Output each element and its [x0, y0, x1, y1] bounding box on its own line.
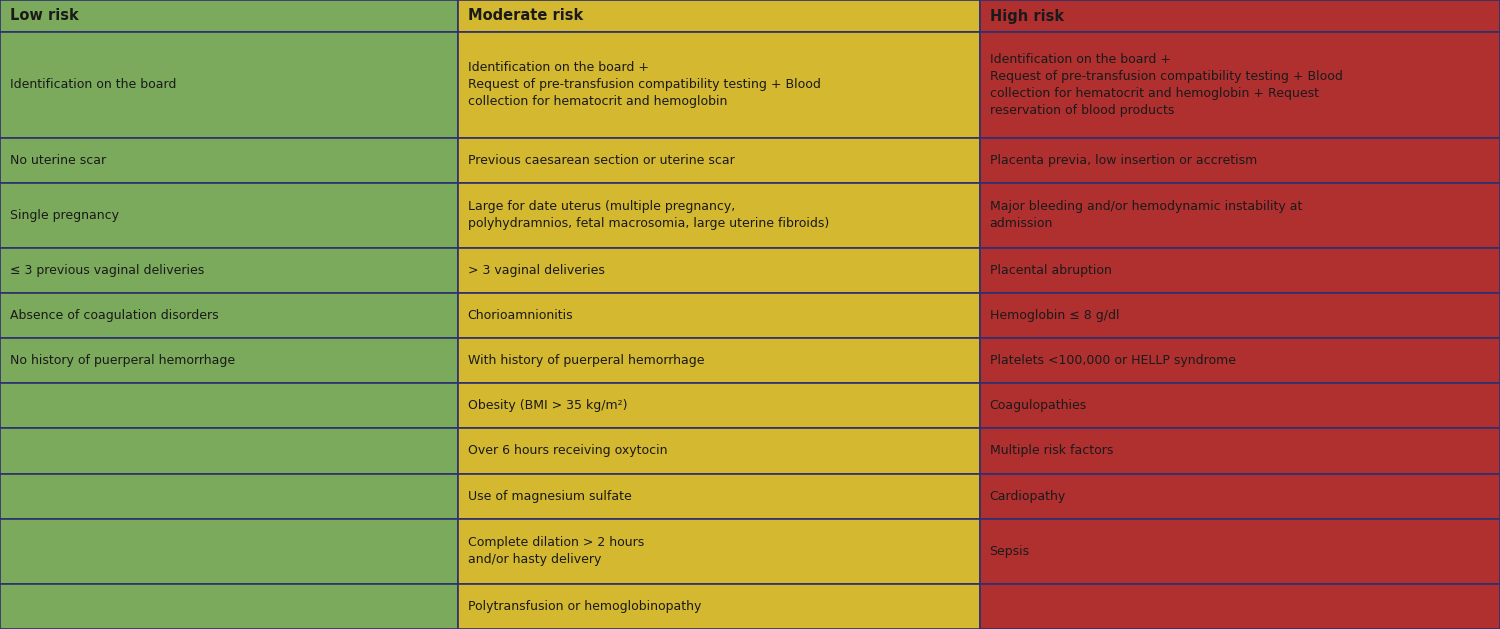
Bar: [458, 383, 980, 428]
Bar: [0, 584, 458, 629]
Text: With history of puerperal hemorrhage: With history of puerperal hemorrhage: [468, 354, 704, 367]
Bar: [980, 138, 1500, 182]
Text: Identification on the board +
Request of pre-transfusion compatibility testing +: Identification on the board + Request of…: [468, 61, 820, 108]
Bar: [458, 0, 980, 32]
Text: Polytransfusion or hemoglobinopathy: Polytransfusion or hemoglobinopathy: [468, 600, 700, 613]
Text: Major bleeding and/or hemodynamic instability at
admission: Major bleeding and/or hemodynamic instab…: [990, 200, 1302, 230]
Bar: [458, 293, 980, 338]
Text: Placental abruption: Placental abruption: [990, 264, 1112, 277]
Bar: [980, 0, 1500, 32]
Bar: [980, 584, 1500, 629]
Bar: [0, 293, 458, 338]
Bar: [458, 428, 980, 474]
Bar: [0, 428, 458, 474]
Text: No uterine scar: No uterine scar: [10, 153, 106, 167]
Bar: [980, 519, 1500, 584]
Bar: [0, 32, 458, 138]
Text: ≤ 3 previous vaginal deliveries: ≤ 3 previous vaginal deliveries: [10, 264, 204, 277]
Bar: [0, 338, 458, 383]
Text: Complete dilation > 2 hours
and/or hasty delivery: Complete dilation > 2 hours and/or hasty…: [468, 537, 644, 566]
Bar: [458, 519, 980, 584]
Bar: [458, 138, 980, 182]
Text: Absence of coagulation disorders: Absence of coagulation disorders: [10, 309, 219, 322]
Bar: [980, 428, 1500, 474]
Bar: [0, 0, 458, 32]
Text: Previous caesarean section or uterine scar: Previous caesarean section or uterine sc…: [468, 153, 735, 167]
Text: Use of magnesium sulfate: Use of magnesium sulfate: [468, 489, 632, 503]
Text: Identification on the board +
Request of pre-transfusion compatibility testing +: Identification on the board + Request of…: [990, 53, 1342, 117]
Bar: [458, 474, 980, 519]
Text: High risk: High risk: [990, 9, 1064, 23]
Bar: [980, 338, 1500, 383]
Text: > 3 vaginal deliveries: > 3 vaginal deliveries: [468, 264, 604, 277]
Bar: [980, 474, 1500, 519]
Bar: [458, 248, 980, 293]
Text: Cardiopathy: Cardiopathy: [990, 489, 1065, 503]
Bar: [458, 32, 980, 138]
Text: Identification on the board: Identification on the board: [10, 78, 177, 91]
Bar: [0, 182, 458, 248]
Bar: [980, 293, 1500, 338]
Bar: [0, 383, 458, 428]
Text: Multiple risk factors: Multiple risk factors: [990, 445, 1113, 457]
Text: Single pregnancy: Single pregnancy: [10, 209, 118, 222]
Text: Moderate risk: Moderate risk: [468, 9, 582, 23]
Text: Low risk: Low risk: [10, 9, 78, 23]
Bar: [458, 584, 980, 629]
Bar: [0, 519, 458, 584]
Bar: [980, 32, 1500, 138]
Text: Chorioamnionitis: Chorioamnionitis: [468, 309, 573, 322]
Text: Hemoglobin ≤ 8 g/dl: Hemoglobin ≤ 8 g/dl: [990, 309, 1119, 322]
Bar: [980, 182, 1500, 248]
Bar: [0, 248, 458, 293]
Bar: [980, 383, 1500, 428]
Text: Coagulopathies: Coagulopathies: [990, 399, 1086, 413]
Text: Platelets <100,000 or HELLP syndrome: Platelets <100,000 or HELLP syndrome: [990, 354, 1236, 367]
Text: Over 6 hours receiving oxytocin: Over 6 hours receiving oxytocin: [468, 445, 668, 457]
Bar: [458, 182, 980, 248]
Text: Sepsis: Sepsis: [990, 545, 1029, 558]
Text: No history of puerperal hemorrhage: No history of puerperal hemorrhage: [10, 354, 236, 367]
Bar: [0, 138, 458, 182]
Text: Placenta previa, low insertion or accretism: Placenta previa, low insertion or accret…: [990, 153, 1257, 167]
Text: Obesity (BMI > 35 kg/m²): Obesity (BMI > 35 kg/m²): [468, 399, 627, 413]
Text: Large for date uterus (multiple pregnancy,
polyhydramnios, fetal macrosomia, lar: Large for date uterus (multiple pregnanc…: [468, 200, 828, 230]
Bar: [0, 474, 458, 519]
Bar: [980, 248, 1500, 293]
Bar: [458, 338, 980, 383]
